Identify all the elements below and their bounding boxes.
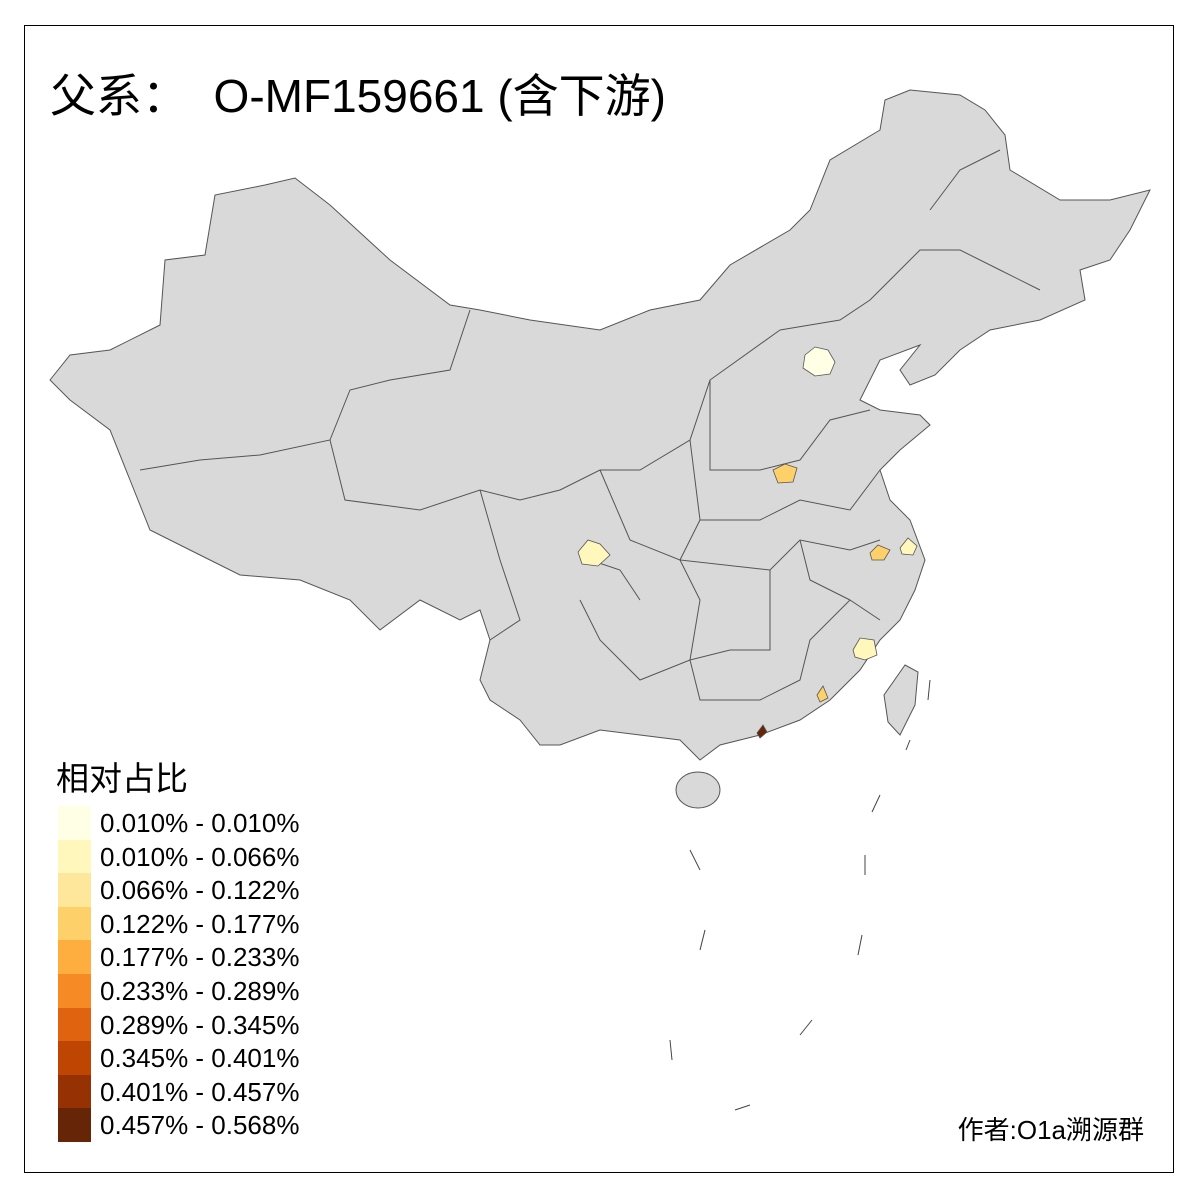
legend-item: 0.122% - 0.177% — [58, 906, 458, 941]
legend-item: 0.345% - 0.401% — [58, 1041, 458, 1076]
legend-item: 0.177% - 0.233% — [58, 940, 458, 975]
legend-swatch — [58, 839, 91, 874]
legend-label: 0.010% - 0.066% — [100, 841, 300, 872]
legend-swatch — [58, 974, 91, 1008]
highlighted-region — [756, 724, 768, 739]
legend-label: 0.010% - 0.010% — [100, 808, 300, 838]
highlighted-region — [816, 685, 829, 703]
highlighted-region — [772, 463, 798, 484]
legend-item: 0.010% - 0.066% — [58, 839, 458, 874]
legend-label: 0.177% - 0.233% — [100, 942, 300, 973]
legend-swatch — [58, 940, 91, 975]
legend-item: 0.457% - 0.568% — [58, 1108, 458, 1143]
highlighted-region — [899, 537, 918, 556]
legend-label: 0.457% - 0.568% — [100, 1110, 300, 1141]
hainan-island — [675, 771, 721, 809]
legend-item: 0.233% - 0.289% — [58, 974, 458, 1008]
highlighted-region — [802, 346, 836, 377]
legend-label: 0.066% - 0.122% — [100, 875, 300, 906]
china-mainland — [49, 89, 1151, 761]
highlighted-regions — [577, 346, 918, 739]
legend-label: 0.401% - 0.457% — [100, 1076, 300, 1107]
highlighted-region — [869, 544, 891, 561]
highlighted-region — [852, 637, 878, 661]
legend-swatch — [58, 1041, 91, 1076]
south-sea-islands — [669, 679, 931, 1111]
legend-label: 0.289% - 0.345% — [100, 1009, 300, 1040]
legend-swatch — [58, 1007, 91, 1042]
legend-title: 相对占比 — [56, 759, 188, 798]
taiwan-island — [883, 664, 919, 736]
province-borders — [139, 149, 1041, 701]
legend-item: 0.066% - 0.122% — [58, 873, 458, 908]
author-credit: 作者:O1a溯源群 — [957, 1115, 1144, 1145]
legend-swatch — [58, 806, 91, 840]
highlighted-region — [577, 539, 611, 567]
legend-label: 0.122% - 0.177% — [100, 908, 300, 939]
legend-item: 0.401% - 0.457% — [58, 1074, 458, 1109]
map-frame — [24, 25, 1174, 1173]
legend-swatch — [58, 1108, 91, 1143]
legend-swatch — [58, 906, 91, 941]
legend-label: 0.233% - 0.289% — [100, 976, 300, 1006]
legend-item: 0.289% - 0.345% — [58, 1007, 458, 1042]
map-title: 父系： O-MF159661 (含下游) — [50, 70, 666, 122]
legend-swatch — [58, 873, 91, 908]
legend-label: 0.345% - 0.401% — [100, 1043, 300, 1074]
legend-item: 0.010% - 0.010% — [58, 806, 458, 840]
legend-swatch — [58, 1074, 91, 1109]
